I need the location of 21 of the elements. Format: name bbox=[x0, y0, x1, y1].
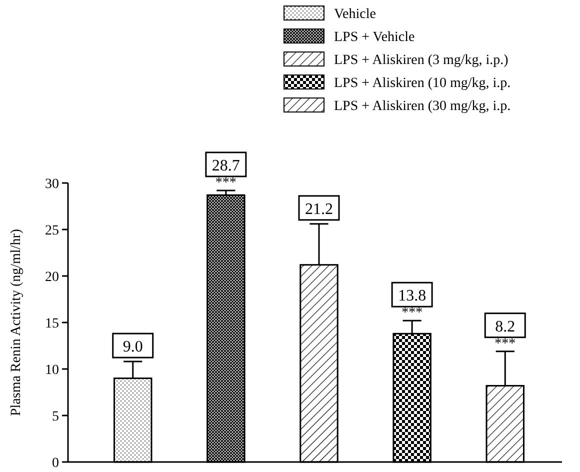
data-label: 9.0 bbox=[122, 338, 143, 356]
legend-label: LPS + Vehicle bbox=[334, 30, 415, 45]
y-tick-label: 20 bbox=[45, 270, 59, 285]
annotation: *** bbox=[402, 306, 423, 321]
y-tick-label: 5 bbox=[52, 409, 59, 424]
data-label: 21.2 bbox=[305, 200, 333, 218]
y-tick-label: 30 bbox=[45, 176, 59, 192]
data-label: 28.7 bbox=[212, 157, 240, 174]
legend-label: LPS + Aliskiren (10 mg/kg, i.p. bbox=[334, 76, 511, 91]
legend-label: Vehicle bbox=[334, 7, 376, 22]
y-axis-title: Plasma Renin Activity (ng/ml/hr) bbox=[9, 228, 24, 416]
data-label: 13.8 bbox=[398, 288, 426, 305]
y-tick-label: 15 bbox=[45, 316, 59, 332]
annotation: *** bbox=[215, 175, 236, 190]
y-tick-label: 10 bbox=[45, 362, 59, 378]
y-tick-label: 0 bbox=[52, 456, 59, 471]
legend-label: LPS + Aliskiren (3 mg/kg, i.p.) bbox=[334, 53, 509, 68]
y-tick-label: 25 bbox=[45, 223, 59, 238]
legend-label: LPS + Aliskiren (30 mg/kg, i.p. bbox=[334, 99, 511, 114]
annotation: *** bbox=[494, 336, 516, 352]
data-label: 8.2 bbox=[495, 318, 516, 336]
